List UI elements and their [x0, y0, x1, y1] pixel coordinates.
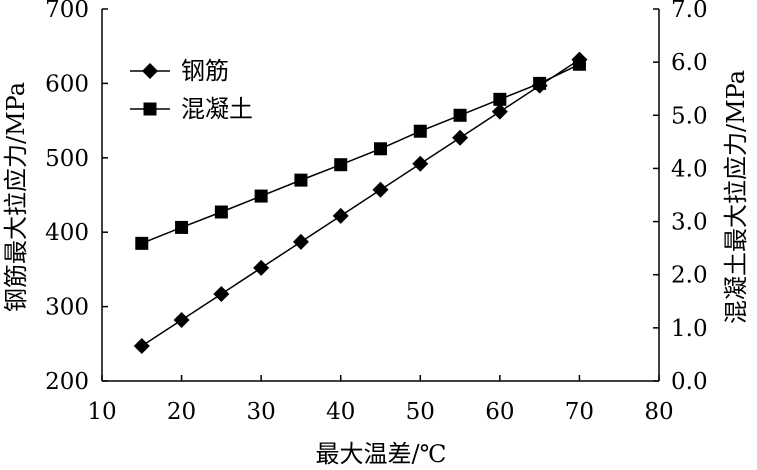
concrete-point [334, 158, 348, 172]
x-tick-label: 40 [326, 399, 355, 425]
concrete-point [413, 124, 427, 138]
concrete-point [533, 76, 547, 90]
steel-point [213, 285, 230, 302]
concrete-point [493, 92, 507, 106]
legend-diamond-marker [142, 63, 158, 79]
concrete-point [214, 205, 228, 219]
legend-square-marker [143, 102, 157, 116]
steel-point [412, 155, 429, 172]
series-markers [133, 51, 588, 355]
steel-point [452, 129, 469, 146]
right-y-tick-label: 6.0 [671, 50, 708, 76]
left-y-tick-label: 600 [45, 71, 89, 97]
left-y-tick-label: 400 [45, 220, 89, 246]
right-y-axis-title: 混凝土最大拉应力/MPa [722, 70, 750, 324]
concrete-point [135, 236, 149, 250]
steel-point [372, 181, 389, 198]
left-y-tick-label: 300 [45, 295, 89, 321]
steel-point [332, 207, 349, 224]
axis-ticks: 10 20 30 40 50 60 70 80 200 300 400 500 600 700 0.0 1.0… [45, 0, 707, 425]
series-line-0 [141, 58, 580, 347]
x-tick-label: 70 [565, 399, 594, 425]
concrete-point [374, 142, 387, 156]
x-tick-label: 10 [87, 399, 116, 425]
steel-point [292, 233, 309, 250]
x-tick-label: 30 [247, 399, 276, 425]
left-y-tick-label: 500 [45, 146, 89, 172]
steel-point [253, 259, 270, 276]
concrete-point [254, 189, 268, 203]
series-lines [141, 58, 580, 347]
left-y-tick-label: 200 [45, 369, 89, 395]
x-tick-label: 20 [167, 399, 196, 425]
legend-label: 混凝土 [181, 95, 253, 123]
right-y-tick-label: 2.0 [671, 263, 708, 289]
right-y-tick-label: 0.0 [671, 369, 708, 395]
concrete-point [294, 173, 308, 187]
steel-point [133, 338, 150, 355]
legend-label: 钢筋 [181, 57, 229, 85]
plot-frame [101, 9, 660, 382]
concrete-point [453, 108, 467, 122]
x-tick-label: 50 [406, 399, 435, 425]
right-y-tick-label: 3.0 [671, 210, 708, 236]
concrete-point [175, 220, 189, 234]
steel-point [491, 103, 508, 120]
x-tick-label: 80 [644, 399, 673, 425]
right-y-tick-label: 1.0 [671, 316, 708, 342]
right-y-tick-label: 5.0 [671, 103, 708, 129]
concrete-point [572, 57, 586, 71]
left-y-axis-title: 钢筋最大拉应力/MPa [2, 82, 30, 312]
steel-point [173, 311, 190, 328]
x-axis-title: 最大温差/℃ [316, 440, 447, 468]
series-line-1 [141, 63, 580, 245]
right-y-tick-label: 4.0 [671, 156, 708, 182]
x-tick-label: 60 [485, 399, 514, 425]
right-y-tick-label: 7.0 [671, 0, 708, 23]
left-y-tick-label: 700 [45, 0, 89, 23]
